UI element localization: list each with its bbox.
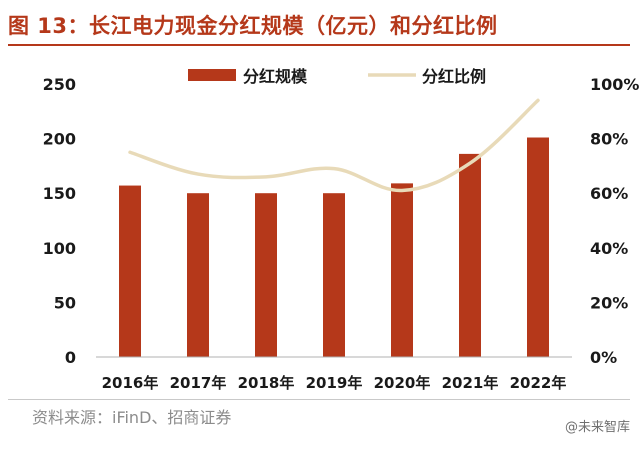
x-tick-label: 2019年	[306, 374, 363, 392]
bar-2017年	[187, 193, 209, 357]
watermark: @未来智库	[565, 416, 630, 435]
legend-label-line: 分红比例	[422, 67, 486, 86]
y-left-tick-label: 250	[43, 75, 76, 94]
y-right-tick-label: 40%	[590, 239, 628, 258]
bar-2018年	[255, 193, 277, 357]
legend-swatch-bar	[188, 69, 236, 81]
watermark-text: @未来智库	[564, 420, 630, 435]
y-right-tick-label: 80%	[590, 130, 628, 149]
y-right-tick-label: 100%	[590, 75, 639, 94]
title-divider	[8, 44, 630, 46]
y-right-tick-label: 60%	[590, 184, 628, 203]
x-tick-label: 2020年	[374, 374, 431, 392]
bar-2021年	[459, 153, 481, 357]
bar-2022年	[527, 137, 549, 357]
bar-2016年	[119, 185, 141, 357]
y-right-tick-label: 0%	[590, 348, 617, 367]
y-left-tick-label: 150	[43, 184, 76, 203]
x-tick-label: 2022年	[510, 374, 567, 392]
x-tick-label: 2021年	[442, 374, 499, 392]
y-left-tick-label: 100	[43, 239, 76, 258]
y-right-tick-label: 20%	[590, 293, 628, 312]
chart-area: 0 50 100 150 200 250 0% 20% 40% 60% 80% 100% 2016年 20…	[43, 67, 640, 392]
chart-title: 图 13：长江电力现金分红规模（亿元）和分红比例	[8, 14, 498, 38]
bar-2019年	[323, 193, 345, 357]
source-note: 资料来源：iFinD、招商证券	[32, 408, 232, 427]
legend-label-bar: 分红规模	[243, 67, 308, 86]
x-tick-label: 2017年	[170, 374, 227, 392]
y-left-tick-label: 50	[54, 293, 76, 312]
bar-2020年	[391, 183, 413, 357]
x-tick-label: 2016年	[102, 374, 159, 392]
x-tick-label: 2018年	[238, 374, 295, 392]
source-divider	[8, 399, 630, 400]
y-left-tick-label: 200	[43, 130, 76, 149]
y-left-tick-label: 0	[65, 348, 76, 367]
